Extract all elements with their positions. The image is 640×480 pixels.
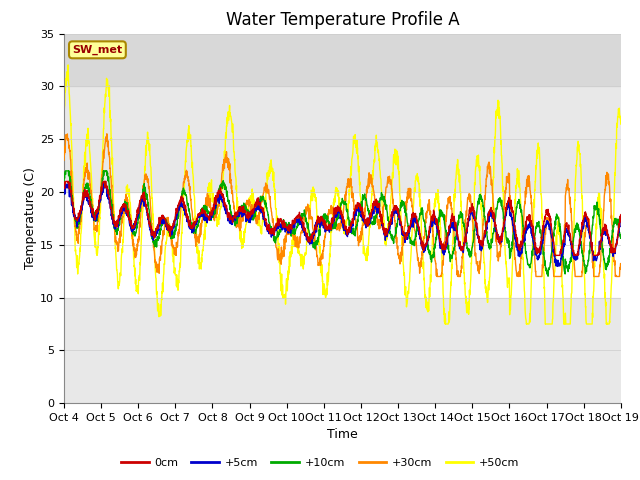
+10cm bbox=[60, 180, 68, 185]
+30cm bbox=[103, 131, 111, 137]
Legend: 0cm, +5cm, +10cm, +30cm, +50cm: 0cm, +5cm, +10cm, +30cm, +50cm bbox=[116, 453, 524, 472]
Bar bbox=[64, 298, 621, 403]
+50cm bbox=[584, 321, 591, 327]
+50cm bbox=[371, 157, 379, 163]
Line: +5cm: +5cm bbox=[64, 183, 621, 266]
+30cm bbox=[433, 274, 441, 279]
Text: SW_met: SW_met bbox=[72, 45, 122, 55]
0cm bbox=[371, 200, 379, 206]
+30cm bbox=[60, 157, 68, 163]
+30cm bbox=[584, 216, 591, 221]
+5cm bbox=[568, 241, 576, 247]
+10cm bbox=[504, 239, 512, 245]
+30cm bbox=[371, 199, 379, 205]
+50cm bbox=[617, 121, 625, 127]
+5cm bbox=[60, 188, 68, 193]
0cm bbox=[504, 198, 512, 204]
+30cm bbox=[617, 261, 625, 267]
0cm bbox=[216, 191, 223, 196]
+5cm bbox=[359, 217, 367, 223]
X-axis label: Time: Time bbox=[327, 429, 358, 442]
+10cm bbox=[584, 263, 591, 269]
+50cm bbox=[60, 120, 68, 125]
+30cm bbox=[359, 222, 367, 228]
+50cm bbox=[442, 321, 449, 327]
+30cm bbox=[216, 191, 223, 197]
+5cm bbox=[216, 194, 223, 200]
+5cm bbox=[553, 263, 561, 269]
+50cm bbox=[568, 274, 576, 279]
0cm bbox=[61, 179, 69, 184]
+10cm bbox=[359, 192, 367, 198]
Bar bbox=[64, 86, 621, 192]
Line: +50cm: +50cm bbox=[64, 65, 621, 324]
Bar bbox=[64, 34, 621, 86]
+10cm bbox=[568, 250, 576, 256]
+50cm bbox=[216, 216, 223, 222]
+10cm bbox=[371, 216, 379, 222]
+30cm bbox=[568, 228, 576, 234]
+5cm bbox=[584, 220, 591, 226]
0cm bbox=[60, 182, 68, 188]
0cm bbox=[552, 252, 559, 258]
+10cm bbox=[216, 185, 223, 191]
+50cm bbox=[505, 280, 513, 286]
Y-axis label: Temperature (C): Temperature (C) bbox=[24, 168, 37, 269]
0cm bbox=[584, 214, 591, 220]
Line: 0cm: 0cm bbox=[64, 181, 621, 255]
+10cm bbox=[617, 234, 625, 240]
+5cm bbox=[100, 180, 108, 186]
+50cm bbox=[359, 230, 367, 236]
0cm bbox=[568, 242, 576, 248]
+5cm bbox=[371, 204, 379, 210]
+5cm bbox=[617, 217, 625, 223]
0cm bbox=[617, 212, 625, 217]
+10cm bbox=[62, 168, 70, 174]
Title: Water Temperature Profile A: Water Temperature Profile A bbox=[225, 11, 460, 29]
+50cm bbox=[64, 62, 72, 68]
Line: +30cm: +30cm bbox=[64, 134, 621, 276]
+5cm bbox=[504, 200, 512, 205]
+10cm bbox=[544, 273, 552, 279]
0cm bbox=[359, 209, 367, 215]
+30cm bbox=[505, 170, 513, 176]
Line: +10cm: +10cm bbox=[64, 171, 621, 276]
